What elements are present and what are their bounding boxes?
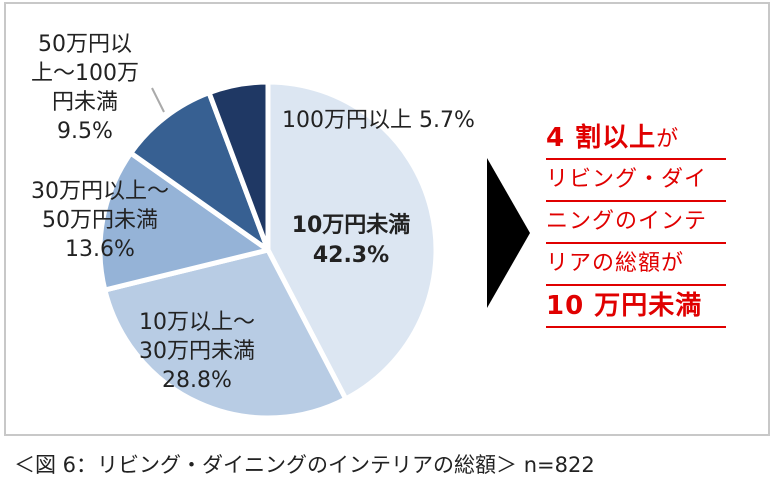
callout-text-part: リアの総額が [546, 251, 685, 276]
slice-label-line: 42.3% [312, 243, 390, 268]
slice-label-line: 100万円以上 5.7% [282, 108, 475, 133]
callout-emphasis: 10 万円未満 [546, 291, 703, 321]
callout-line: 10 万円未満 [546, 286, 726, 328]
slice-label-line: 10万円未満 [291, 213, 411, 238]
pie-slice [206, 79, 271, 253]
callout-line: リビング・ダイ [546, 160, 726, 202]
pie-slice [265, 79, 439, 402]
callout-line: リアの総額が [546, 244, 726, 286]
slice-label-line: 13.6% [65, 237, 135, 262]
slice-label-line: 30万円以上～ [31, 179, 169, 204]
callout-line: ニングのインテ [546, 202, 726, 244]
slice-label-line: 円未満 [51, 90, 118, 115]
callout-text-part: リビング・ダイ [546, 167, 708, 192]
callout-emphasis: 4 割以上 [546, 123, 657, 153]
slice-label-line: 9.5% [57, 119, 113, 144]
pie-slice [128, 90, 271, 253]
callout-text-part: が [656, 127, 680, 152]
slice-label-line: 28.8% [162, 368, 232, 393]
slice-label-30-50man: 30万円以上～ 50万円未満 13.6% [20, 177, 180, 264]
slice-label-line: 上～100万 [31, 61, 139, 86]
callout-text: 4 割以上が リビング・ダイ ニングのインテ リアの総額が 10 万円未満 [546, 118, 726, 328]
slice-label-over-100man: 100万円以上 5.7% [282, 106, 542, 135]
leader-line [151, 87, 165, 113]
arrow-right-icon [487, 158, 530, 308]
figure-caption: ＜図 6：リビング・ダイニングのインテリアの総額＞ n=822 [14, 453, 595, 477]
slice-label-10-30man: 10万以上～ 30万円未満 28.8% [112, 308, 282, 395]
slice-label-50-100man: 50万円以 上～100万 円未満 9.5% [10, 30, 160, 146]
pie-slice [102, 247, 349, 421]
pie-slice [97, 150, 271, 293]
slice-label-under-10man: 10万円未満 42.3% [276, 211, 426, 271]
callout-line: 4 割以上が [546, 118, 726, 160]
callout-text-part: ニングのインテ [546, 209, 708, 234]
slice-label-line: 50万円未満 [42, 208, 158, 233]
slice-label-line: 10万以上～ [139, 310, 255, 335]
slice-label-line: 30万円未満 [139, 339, 255, 364]
slice-label-line: 50万円以 [38, 32, 132, 57]
